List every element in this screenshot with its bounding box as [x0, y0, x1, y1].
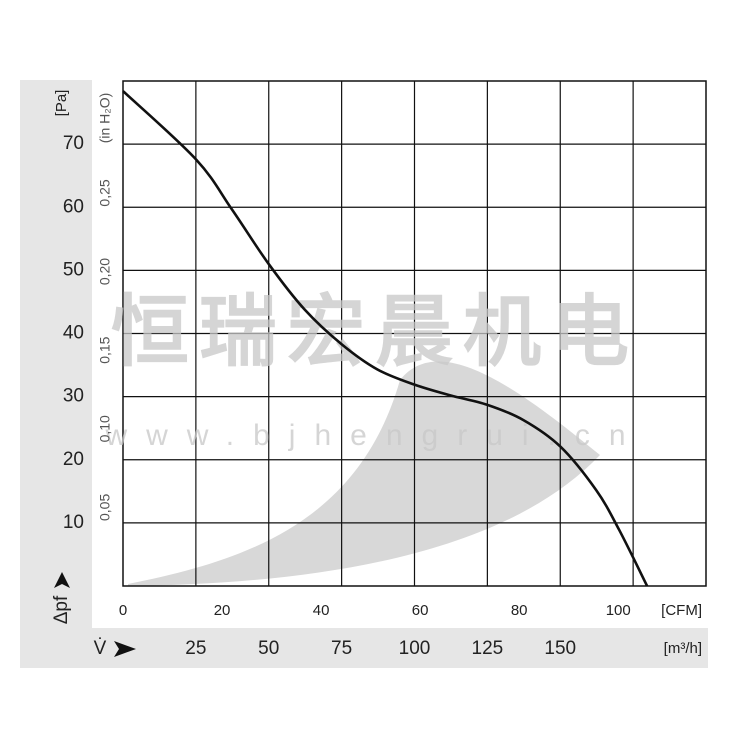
- x-label: V̇: [94, 638, 107, 659]
- y-tick-label: 10: [63, 512, 84, 533]
- operating-area: [128, 361, 600, 586]
- x-tick-label: 25: [185, 638, 206, 659]
- watermark: 恒瑞宏晨机电: [111, 288, 639, 376]
- x-tick-label: 150: [544, 638, 576, 659]
- y2-tick-label: 0,15: [97, 336, 113, 363]
- x-arrow: [114, 641, 136, 657]
- y-tick-label: 40: [63, 323, 84, 344]
- x2-tick-label: 0: [119, 602, 127, 619]
- y-unit: [Pa]: [53, 90, 70, 117]
- x2-tick-label: 80: [511, 602, 528, 619]
- x-tick-label: 125: [472, 638, 504, 659]
- plot-border: [122, 80, 707, 587]
- y2-tick-label: 0,10: [97, 415, 113, 442]
- x2-tick-label: 100: [606, 602, 631, 619]
- x2-tick-label: 20: [214, 602, 231, 619]
- y2-unit: (in H₂O): [97, 93, 113, 144]
- x2-tick-label: 40: [313, 602, 330, 619]
- y2-tick-label: 0,25: [97, 179, 113, 206]
- y-tick-label: 20: [63, 449, 84, 470]
- x-unit: [m³/h]: [664, 640, 702, 657]
- watermark-url: www.bjhengrui.cn: [104, 419, 644, 452]
- y-label: Δpf: [51, 595, 72, 624]
- x-tick-label: 100: [399, 638, 431, 659]
- x-tick-label: 50: [258, 638, 279, 659]
- y-tick-label: 70: [63, 133, 84, 154]
- y2-tick-label: 0,20: [97, 258, 113, 285]
- curve: [122, 90, 649, 587]
- y-tick-label: 50: [63, 259, 84, 280]
- y2-tick-label: 0,05: [97, 494, 113, 521]
- x2-unit: [CFM]: [661, 602, 702, 619]
- y-tick-label: 60: [63, 196, 84, 217]
- x-tick-label: 75: [331, 638, 352, 659]
- y-tick-label: 30: [63, 386, 84, 407]
- x2-tick-label: 60: [412, 602, 429, 619]
- y-arrow: [54, 572, 70, 588]
